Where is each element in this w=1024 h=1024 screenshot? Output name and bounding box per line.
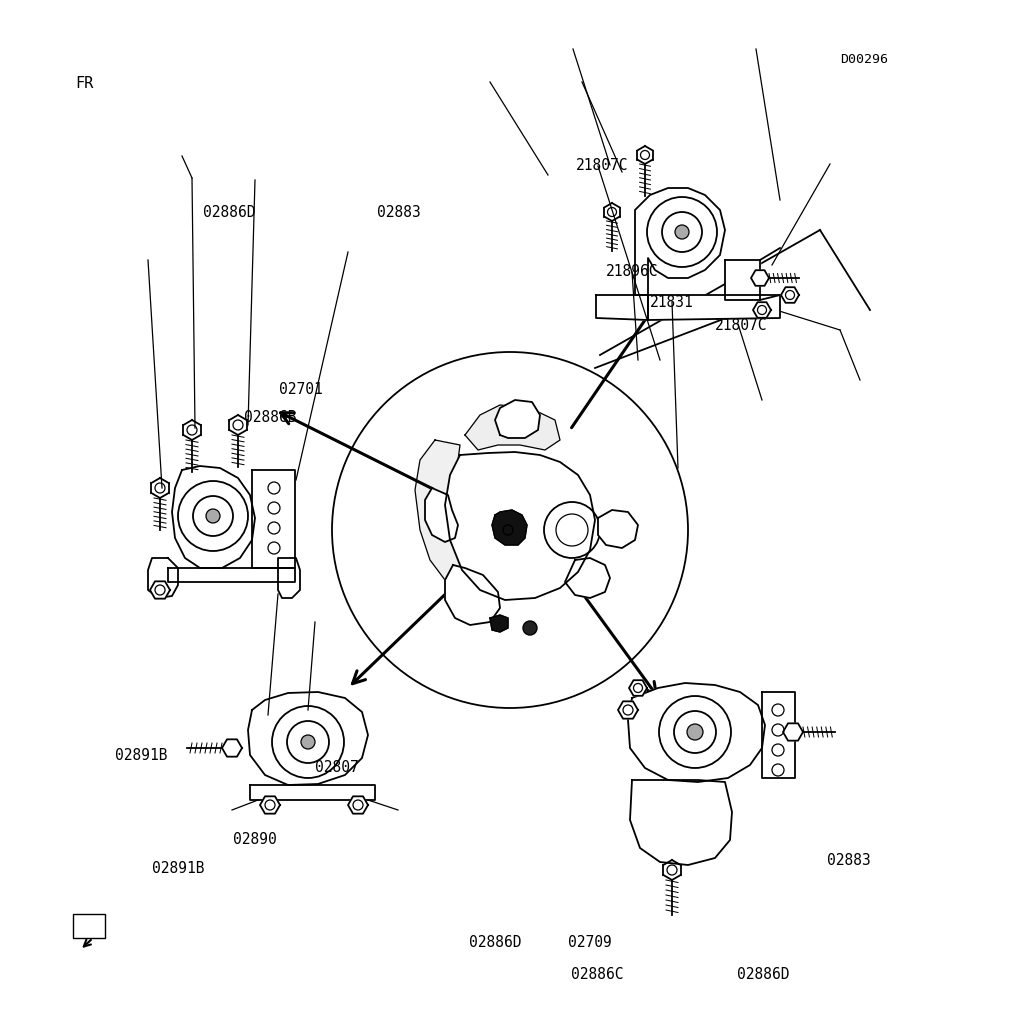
Text: 02890: 02890 bbox=[233, 833, 278, 847]
Text: 02886D: 02886D bbox=[469, 935, 521, 949]
Text: 02709: 02709 bbox=[568, 935, 612, 949]
Polygon shape bbox=[465, 406, 560, 450]
Text: 21896C: 21896C bbox=[606, 264, 658, 279]
Text: 02886D: 02886D bbox=[203, 206, 255, 220]
Text: 21807C: 21807C bbox=[715, 318, 767, 333]
Circle shape bbox=[607, 208, 616, 216]
Circle shape bbox=[623, 705, 633, 715]
Polygon shape bbox=[630, 780, 732, 865]
Text: 02886C: 02886C bbox=[571, 968, 624, 982]
Circle shape bbox=[667, 865, 677, 874]
Circle shape bbox=[268, 542, 280, 554]
Polygon shape bbox=[762, 692, 795, 778]
Circle shape bbox=[772, 744, 784, 756]
Circle shape bbox=[193, 496, 233, 536]
Circle shape bbox=[301, 735, 315, 749]
Text: 02883: 02883 bbox=[377, 206, 421, 220]
Circle shape bbox=[659, 696, 731, 768]
Polygon shape bbox=[598, 510, 638, 548]
Polygon shape bbox=[783, 723, 803, 740]
Circle shape bbox=[233, 420, 243, 430]
Circle shape bbox=[187, 425, 197, 435]
Polygon shape bbox=[172, 466, 255, 568]
Text: 21807C: 21807C bbox=[575, 159, 628, 173]
Circle shape bbox=[674, 711, 716, 753]
Text: 21831: 21831 bbox=[650, 295, 694, 309]
Polygon shape bbox=[250, 785, 375, 800]
Circle shape bbox=[647, 197, 717, 267]
Text: 02701: 02701 bbox=[279, 382, 323, 396]
Circle shape bbox=[155, 483, 165, 493]
Circle shape bbox=[758, 305, 767, 314]
Polygon shape bbox=[445, 452, 595, 600]
Circle shape bbox=[178, 481, 248, 551]
Polygon shape bbox=[348, 797, 368, 814]
Polygon shape bbox=[725, 260, 760, 300]
Polygon shape bbox=[635, 188, 725, 295]
Text: 02891B: 02891B bbox=[152, 861, 204, 876]
Circle shape bbox=[544, 502, 600, 558]
Circle shape bbox=[206, 509, 220, 523]
Polygon shape bbox=[596, 295, 648, 319]
Bar bbox=[73, 914, 105, 938]
Circle shape bbox=[675, 225, 689, 239]
Polygon shape bbox=[252, 470, 295, 568]
Polygon shape bbox=[629, 680, 647, 695]
Circle shape bbox=[268, 482, 280, 494]
Text: 02891B: 02891B bbox=[115, 749, 167, 763]
Circle shape bbox=[503, 525, 513, 535]
Circle shape bbox=[272, 706, 344, 778]
Polygon shape bbox=[628, 683, 765, 782]
Circle shape bbox=[268, 502, 280, 514]
Polygon shape bbox=[565, 558, 610, 598]
Polygon shape bbox=[781, 287, 799, 303]
Text: 02807: 02807 bbox=[315, 761, 359, 775]
Circle shape bbox=[155, 585, 165, 595]
Circle shape bbox=[772, 764, 784, 776]
Circle shape bbox=[265, 800, 275, 810]
Circle shape bbox=[662, 212, 702, 252]
Circle shape bbox=[772, 705, 784, 716]
Text: 02886D: 02886D bbox=[737, 968, 790, 982]
Polygon shape bbox=[490, 615, 508, 632]
Polygon shape bbox=[492, 510, 527, 545]
Circle shape bbox=[523, 621, 537, 635]
Circle shape bbox=[785, 291, 795, 299]
Polygon shape bbox=[222, 739, 242, 757]
Text: 02886B: 02886B bbox=[244, 411, 296, 425]
Circle shape bbox=[332, 352, 688, 708]
Polygon shape bbox=[278, 558, 300, 598]
Circle shape bbox=[640, 151, 649, 160]
Circle shape bbox=[687, 724, 703, 740]
Text: 02883: 02883 bbox=[827, 853, 871, 867]
Circle shape bbox=[556, 514, 588, 546]
Text: D00296: D00296 bbox=[840, 53, 888, 66]
Polygon shape bbox=[445, 565, 500, 625]
Polygon shape bbox=[618, 701, 638, 719]
Text: FR: FR bbox=[75, 77, 93, 91]
Circle shape bbox=[772, 724, 784, 736]
Polygon shape bbox=[415, 440, 480, 590]
Polygon shape bbox=[425, 488, 458, 542]
Polygon shape bbox=[260, 797, 280, 814]
Polygon shape bbox=[495, 400, 540, 438]
Polygon shape bbox=[648, 295, 780, 319]
Polygon shape bbox=[148, 558, 178, 598]
Polygon shape bbox=[248, 692, 368, 785]
Circle shape bbox=[268, 522, 280, 534]
Polygon shape bbox=[168, 568, 295, 582]
Polygon shape bbox=[751, 270, 769, 286]
Circle shape bbox=[287, 721, 329, 763]
Polygon shape bbox=[753, 302, 771, 317]
Circle shape bbox=[634, 683, 642, 692]
Circle shape bbox=[353, 800, 362, 810]
Polygon shape bbox=[150, 582, 170, 599]
